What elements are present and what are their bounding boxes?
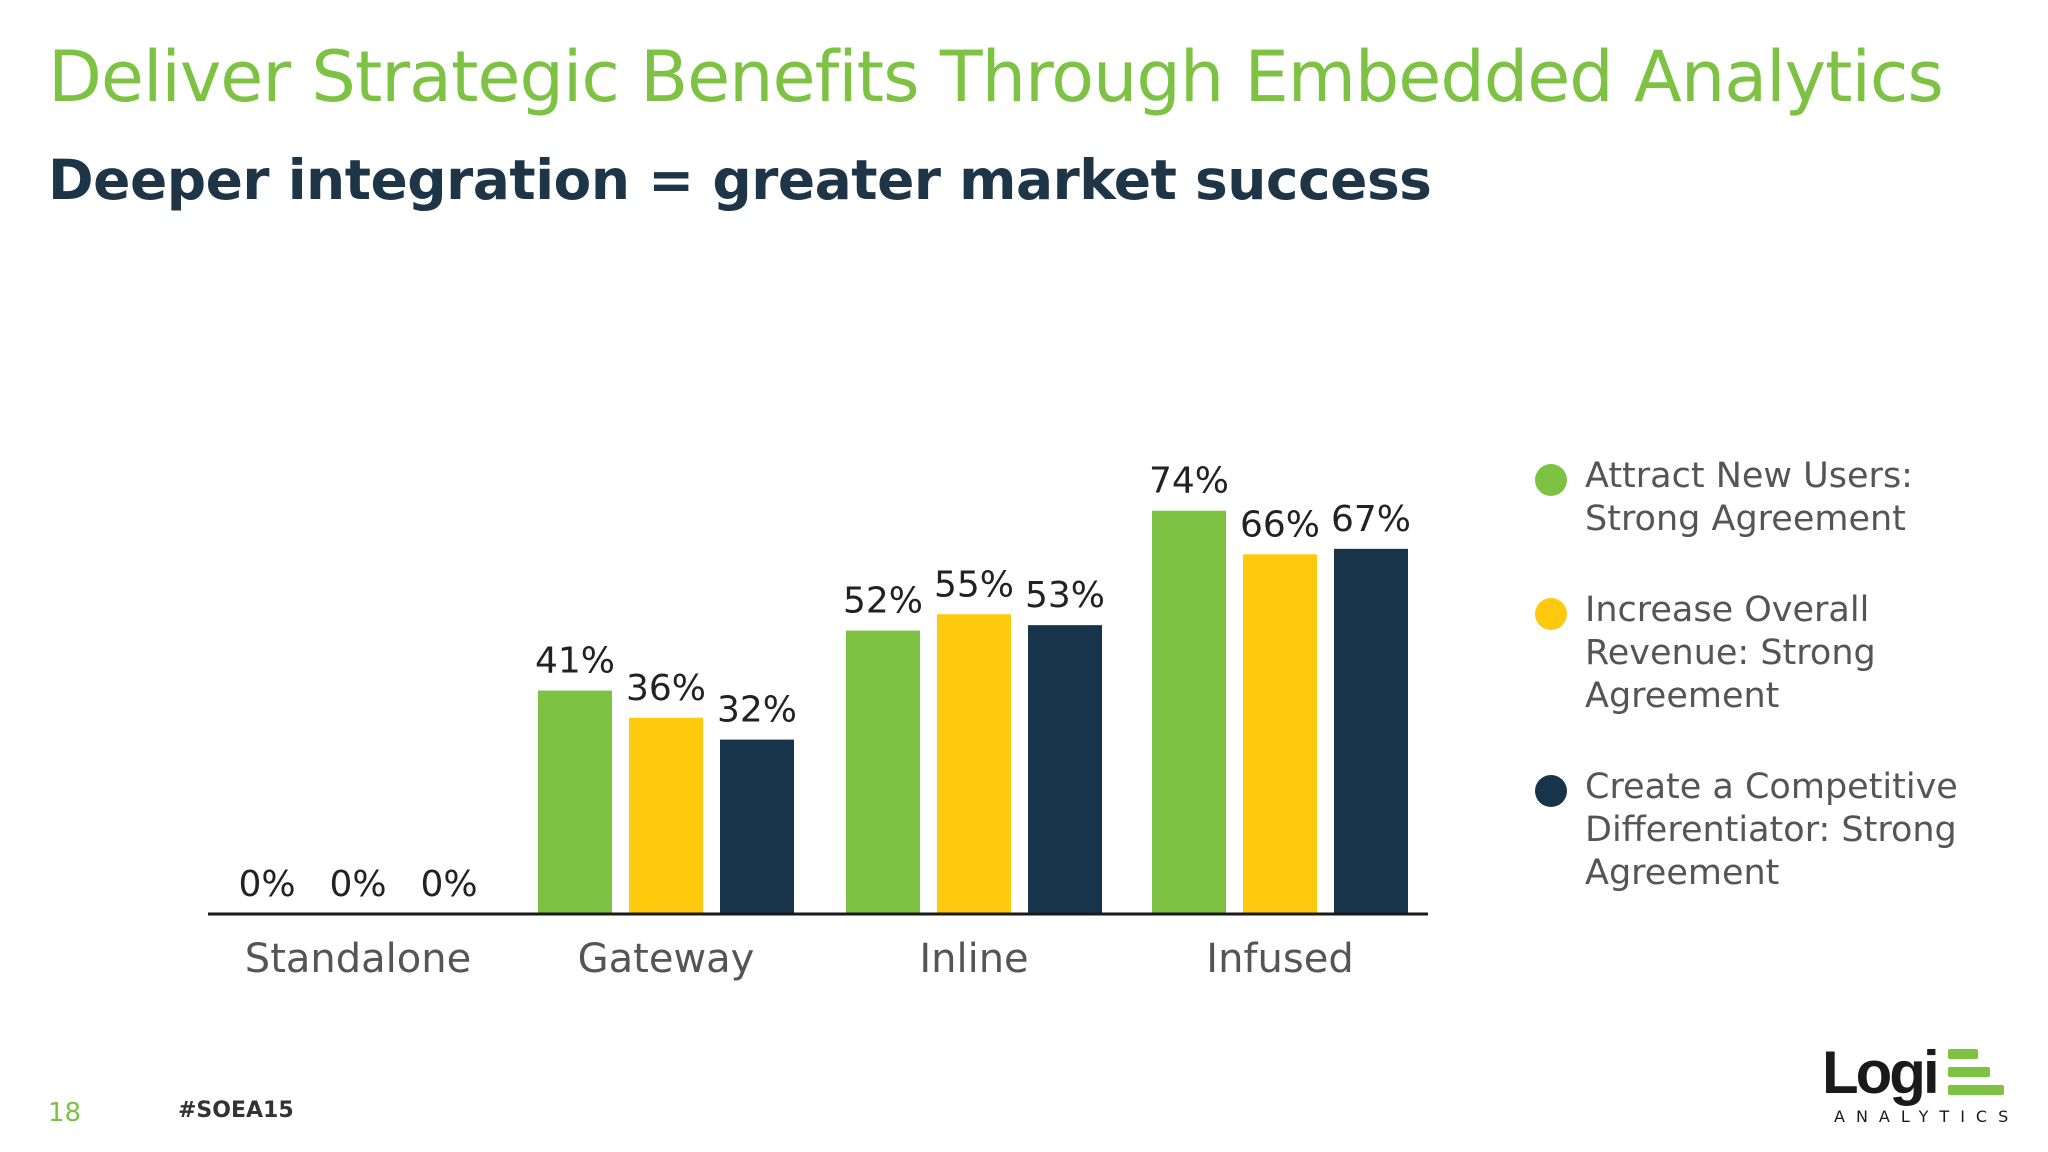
bar-infused-3 — [1334, 548, 1408, 914]
legend-dot-navy — [1535, 775, 1567, 807]
category-label-standalone: Standalone — [245, 936, 471, 982]
category-label-inline: Inline — [919, 936, 1028, 982]
legend-label: Increase Overall Revenue: Strong Agreeme… — [1585, 590, 1876, 716]
category-label-gateway: Gateway — [578, 936, 755, 982]
bar-gateway-3 — [720, 739, 794, 914]
page-number: 18 — [48, 1098, 82, 1128]
legend-item-increase-revenue: Increase Overall Revenue: Strong Agreeme… — [1535, 589, 1995, 718]
legend-dot-green — [1535, 464, 1567, 496]
bar-inline-3 — [1028, 625, 1102, 914]
data-label-standalone-2: 0% — [329, 864, 386, 905]
bar-inline-1 — [846, 630, 920, 914]
data-label-infused-3: 67% — [1331, 499, 1411, 540]
bar-infused-1 — [1152, 510, 1226, 914]
data-label-infused-2: 66% — [1240, 504, 1320, 545]
data-label-gateway-2: 36% — [626, 668, 706, 709]
data-label-inline-2: 55% — [934, 564, 1014, 605]
legend-label: Attract New Users: Strong Agreement — [1585, 456, 1913, 539]
data-label-inline-3: 53% — [1025, 575, 1105, 616]
logo-bars-icon — [1948, 1049, 2004, 1099]
slide-subtitle: Deeper integration = greater market succ… — [48, 148, 1432, 212]
bar-inline-2 — [937, 614, 1011, 914]
legend-label: Create a Competitive Differentiator: Str… — [1585, 767, 1958, 893]
hashtag: #SOEA15 — [178, 1098, 294, 1123]
legend-dot-yellow — [1535, 598, 1567, 630]
data-label-gateway-3: 32% — [717, 690, 797, 731]
data-label-standalone-3: 0% — [420, 864, 477, 905]
legend-item-competitive-differentiator: Create a Competitive Differentiator: Str… — [1535, 766, 1995, 895]
logi-analytics-logo: Logi ANALYTICS — [1822, 1039, 2012, 1127]
bar-gateway-2 — [629, 717, 703, 914]
logo-wordmark: Logi — [1822, 1039, 1940, 1106]
data-label-standalone-1: 0% — [238, 864, 295, 905]
logo-subtitle: ANALYTICS — [1834, 1107, 2020, 1126]
bar-infused-2 — [1243, 554, 1317, 914]
data-label-infused-1: 74% — [1149, 461, 1229, 502]
category-label-infused: Infused — [1206, 936, 1353, 982]
legend-item-attract-new-users: Attract New Users: Strong Agreement — [1535, 455, 1995, 541]
data-label-inline-1: 52% — [843, 581, 923, 622]
slide-title: Deliver Strategic Benefits Through Embed… — [48, 36, 1944, 118]
chart-legend: Attract New Users: Strong Agreement Incr… — [1535, 455, 1995, 943]
bar-gateway-1 — [538, 690, 612, 914]
data-label-gateway-1: 41% — [535, 641, 615, 682]
